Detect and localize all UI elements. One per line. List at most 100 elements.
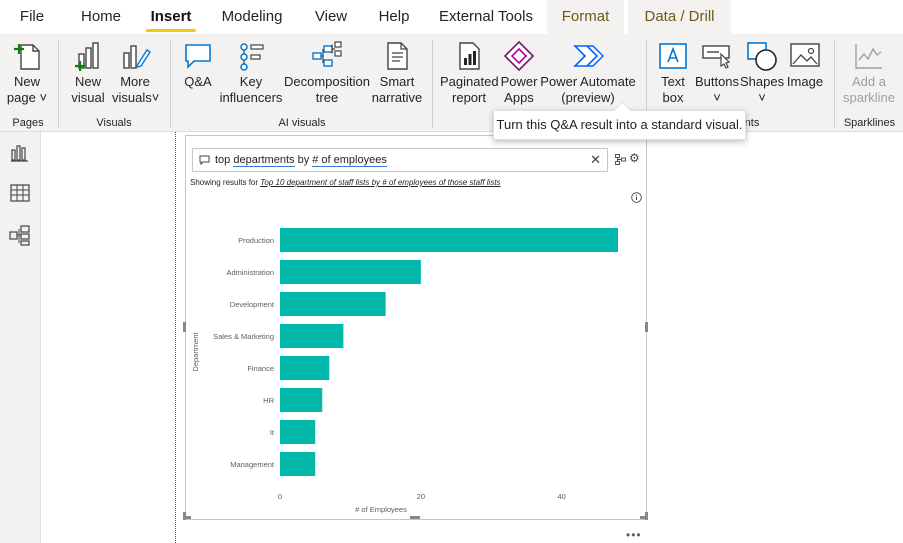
more-visuals-button[interactable]: More visuals˅ xyxy=(112,40,160,106)
resize-handle[interactable] xyxy=(183,512,186,520)
power-automate-label-1: Power Automate xyxy=(540,74,636,89)
x-tick-label: 20 xyxy=(417,492,425,501)
paginated-report-label-2: report xyxy=(452,90,486,105)
model-view-icon[interactable] xyxy=(9,224,31,246)
chevron-down-icon: ˅ xyxy=(713,90,721,105)
sparkline-icon xyxy=(855,44,882,69)
category-label: HR xyxy=(263,396,274,405)
bar[interactable] xyxy=(280,324,344,348)
new-visual-label-1: New xyxy=(74,74,101,89)
ribbon-separator xyxy=(646,40,647,128)
clear-query-icon[interactable]: ✕ xyxy=(590,152,601,167)
ribbon: New page ˅ Pages New visual More visuals… xyxy=(0,34,903,132)
new-page-label-2: page xyxy=(6,90,36,105)
resize-handle[interactable] xyxy=(640,516,648,519)
smart-narrative-button[interactable]: Smart narrative xyxy=(370,40,424,106)
resize-handle[interactable] xyxy=(645,512,648,520)
category-label: Administration xyxy=(226,268,274,277)
shapes-button[interactable]: Shapes ˅ xyxy=(740,40,784,106)
category-label: Sales & Marketing xyxy=(213,332,274,341)
bar[interactable] xyxy=(280,292,386,316)
bar[interactable] xyxy=(280,420,316,444)
tab-file[interactable]: File xyxy=(19,8,45,25)
group-label-visuals: Visuals xyxy=(96,117,132,129)
bar[interactable] xyxy=(280,388,323,412)
chevron-down-icon: ˅ xyxy=(151,90,160,105)
decomposition-tree-button[interactable]: Decomposition tree xyxy=(284,40,370,106)
ribbon-separator xyxy=(170,40,171,128)
bar[interactable] xyxy=(280,452,316,476)
text-box-icon xyxy=(659,43,687,69)
key-influencers-button[interactable]: Key influencers xyxy=(218,40,284,106)
power-automate-label-2: (preview) xyxy=(561,90,615,105)
tab-insert[interactable]: Insert xyxy=(146,0,196,34)
new-page-label-1: New xyxy=(13,74,40,89)
y-axis-title: Department xyxy=(191,331,200,371)
power-automate-button[interactable]: Power Automate (preview) xyxy=(540,40,636,106)
buttons-button[interactable]: Buttons ˅ xyxy=(694,40,740,106)
tab-format[interactable]: Format xyxy=(547,0,624,34)
category-label: Development xyxy=(230,300,275,309)
resize-handle[interactable] xyxy=(645,322,648,332)
bar[interactable] xyxy=(280,260,421,284)
group-label-sparklines: Sparklines xyxy=(843,117,896,129)
qa-query-term: # of employees xyxy=(312,154,387,167)
image-icon xyxy=(790,43,820,67)
resize-handle[interactable] xyxy=(410,516,420,519)
group-label-pages: Pages xyxy=(12,117,44,129)
power-apps-label-2: Apps xyxy=(504,90,534,105)
resize-handle[interactable] xyxy=(183,516,191,519)
qa-query-text: top departments by # of employees xyxy=(215,149,387,171)
paginated-report-label-1: Paginated xyxy=(440,74,499,89)
decomposition-tree-label-1: Decomposition xyxy=(284,74,370,89)
x-tick-label: 0 xyxy=(278,492,282,501)
text-box-label-2: box xyxy=(662,90,684,105)
add-sparkline-button[interactable]: Add a sparkline xyxy=(838,40,900,106)
table-view-icon[interactable] xyxy=(9,182,31,204)
qa-button[interactable]: Q&A xyxy=(178,40,218,90)
new-page-button[interactable]: New page ˅ xyxy=(4,40,50,106)
add-sparkline-label-2: sparkline xyxy=(842,90,896,105)
qa-restatement: Showing results for Top 10 department of… xyxy=(190,178,501,187)
qa-question-input[interactable]: top departments by # of employees ✕ xyxy=(192,148,608,172)
power-apps-button[interactable]: Power Apps xyxy=(500,40,538,106)
info-icon[interactable] xyxy=(631,192,642,203)
tab-modeling[interactable]: Modeling xyxy=(221,8,283,25)
category-label: Management xyxy=(230,460,275,469)
qa-chat-icon xyxy=(199,155,210,165)
shapes-label: Shapes xyxy=(740,74,785,89)
group-label-ai-visuals: AI visuals xyxy=(278,117,326,129)
report-view-icon[interactable] xyxy=(9,142,31,164)
more-options-icon[interactable]: ••• xyxy=(626,528,642,542)
tab-help[interactable]: Help xyxy=(378,8,410,25)
bar[interactable] xyxy=(280,356,330,380)
group-label-elements: nts xyxy=(744,117,760,129)
tab-view[interactable]: View xyxy=(314,8,348,25)
settings-gear-icon[interactable]: ⚙ xyxy=(629,151,640,165)
decomposition-tree-icon xyxy=(312,41,342,67)
more-visuals-icon xyxy=(123,45,151,69)
buttons-label: Buttons xyxy=(694,74,740,89)
category-label: Finance xyxy=(247,364,274,373)
image-button[interactable]: Image xyxy=(784,40,826,90)
resize-handle[interactable] xyxy=(183,322,186,332)
new-visual-button[interactable]: New visual xyxy=(66,40,110,106)
bar[interactable] xyxy=(280,228,618,252)
more-visuals-label-1: More xyxy=(120,74,150,89)
power-apps-label-1: Power xyxy=(500,74,538,89)
qa-restatement-prefix: Showing results for xyxy=(190,178,261,187)
qa-icon xyxy=(185,44,211,69)
paginated-report-button[interactable]: Paginated report xyxy=(440,40,499,106)
tab-data-drill[interactable]: Data / Drill xyxy=(628,0,731,34)
qa-restatement-link[interactable]: Top 10 department of staff lists by # of… xyxy=(260,178,501,187)
power-apps-icon xyxy=(503,40,535,72)
convert-to-visual-icon[interactable] xyxy=(615,154,626,165)
text-box-button[interactable]: Text box xyxy=(654,40,692,106)
qa-label: Q&A xyxy=(184,74,212,89)
new-visual-icon xyxy=(75,42,99,71)
chevron-down-icon: ˅ xyxy=(758,90,766,105)
qa-query-word: top xyxy=(215,154,234,166)
paginated-report-icon xyxy=(459,42,480,70)
tab-home[interactable]: Home xyxy=(80,8,121,25)
tab-external-tools[interactable]: External Tools xyxy=(439,8,533,25)
